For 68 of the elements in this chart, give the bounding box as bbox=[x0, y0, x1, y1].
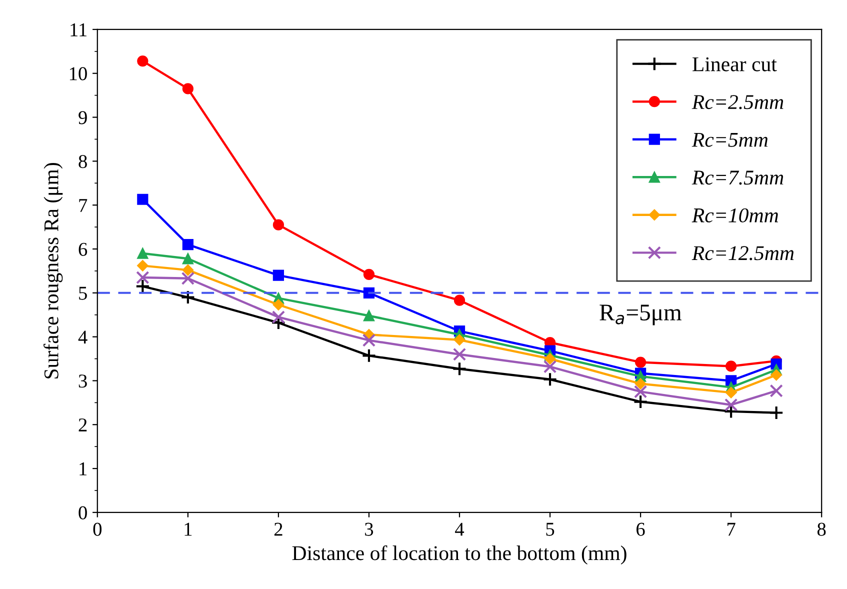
point bbox=[182, 253, 194, 264]
x-tick-label: 1 bbox=[184, 522, 192, 536]
legend-label: Rc=2.5mm bbox=[692, 95, 784, 110]
point bbox=[135, 279, 150, 294]
point bbox=[725, 386, 737, 398]
point bbox=[272, 219, 284, 230]
point bbox=[634, 385, 648, 398]
point bbox=[363, 268, 375, 280]
ref-line-label: R$_{a}$=5μm bbox=[600, 304, 682, 326]
legend-label: Rc=12.5mm bbox=[692, 246, 794, 260]
point bbox=[363, 310, 375, 322]
point bbox=[180, 290, 196, 305]
point bbox=[272, 270, 284, 281]
x-tick-label: 7 bbox=[727, 522, 736, 536]
point bbox=[454, 334, 466, 346]
point bbox=[182, 264, 194, 276]
point bbox=[544, 353, 556, 364]
point bbox=[362, 348, 376, 363]
x-tick-label: 5 bbox=[546, 522, 554, 536]
point bbox=[137, 260, 148, 272]
point bbox=[634, 356, 646, 368]
x-tick-label: 2 bbox=[274, 522, 282, 536]
point bbox=[452, 362, 467, 376]
point bbox=[770, 384, 783, 398]
y-tick-label: 6 bbox=[78, 242, 88, 256]
point bbox=[724, 398, 738, 412]
point bbox=[724, 404, 738, 419]
y-axis-title: Surface rougness Ra (μm) bbox=[44, 163, 63, 378]
y-tick-label: 1 bbox=[80, 462, 87, 476]
legend-label: Rc=10mm bbox=[692, 208, 778, 222]
y-tick-label: 10 bbox=[70, 67, 87, 80]
y-tick-label: 8 bbox=[78, 154, 87, 168]
x-tick-label: 4 bbox=[455, 522, 464, 536]
point bbox=[726, 360, 737, 372]
point bbox=[452, 348, 466, 361]
x-tick-label: 3 bbox=[365, 522, 374, 536]
y-tick-label: 9 bbox=[78, 111, 87, 124]
y-tick-label: 3 bbox=[78, 374, 87, 388]
point bbox=[137, 194, 148, 205]
x-tick-label: 6 bbox=[636, 522, 645, 536]
y-tick-label: 5 bbox=[79, 286, 87, 300]
legend-label: Linear cut bbox=[692, 57, 777, 72]
point bbox=[769, 405, 784, 420]
y-tick-label: 0 bbox=[78, 506, 87, 520]
point bbox=[634, 378, 646, 390]
y-tick-label: 7 bbox=[79, 199, 88, 212]
point bbox=[542, 372, 558, 387]
x-axis-title: Distance of location to the bottom (mm) bbox=[292, 545, 626, 564]
point bbox=[137, 248, 148, 259]
point bbox=[272, 299, 284, 310]
point bbox=[272, 310, 286, 324]
point bbox=[182, 83, 194, 94]
point bbox=[137, 56, 148, 67]
point bbox=[362, 334, 376, 347]
point bbox=[136, 270, 150, 284]
point bbox=[454, 294, 466, 306]
x-tick-label: 0 bbox=[93, 522, 102, 536]
point bbox=[182, 239, 194, 250]
point bbox=[770, 369, 782, 381]
legend-label: Rc=5mm bbox=[692, 133, 768, 147]
y-tick-label: 11 bbox=[70, 23, 87, 36]
legend-label: Rc=7.5mm bbox=[692, 170, 784, 185]
x-tick-label: 8 bbox=[817, 522, 826, 536]
point bbox=[633, 394, 648, 410]
point bbox=[543, 360, 557, 374]
y-tick-label: 4 bbox=[78, 330, 88, 344]
point bbox=[181, 272, 195, 286]
y-tick-label: 2 bbox=[78, 418, 87, 432]
